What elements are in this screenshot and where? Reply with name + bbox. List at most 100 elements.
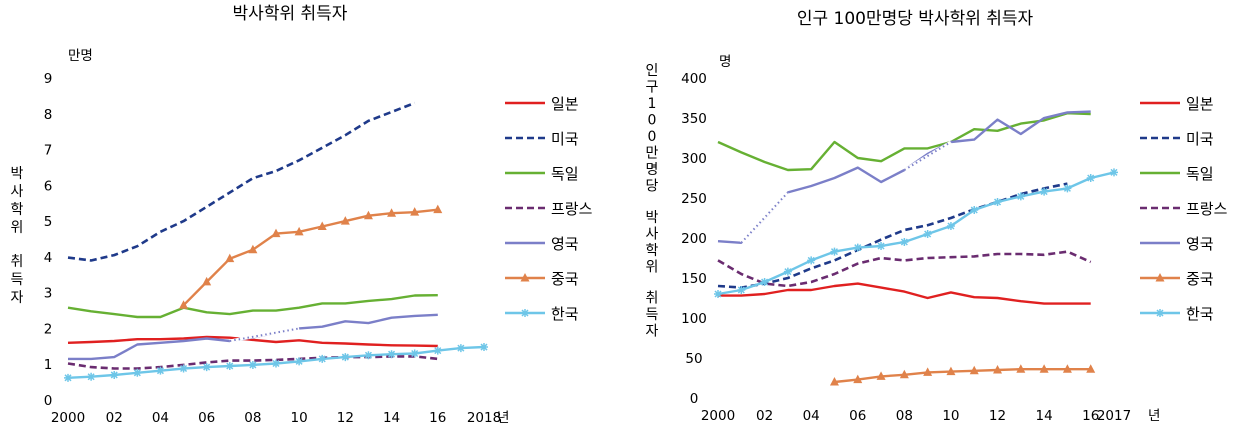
series-line-독일 bbox=[717, 112, 1091, 172]
y-tick-label: 5 bbox=[44, 214, 53, 230]
data-point-한국 bbox=[480, 343, 488, 352]
y-tick-label: 50 bbox=[685, 351, 702, 367]
x-axis-label-left: 년 bbox=[497, 410, 509, 426]
y-axis-label-char: 박 bbox=[11, 166, 24, 182]
unit-label-left: 만명 bbox=[68, 48, 93, 64]
y-tick-label: 0 bbox=[44, 393, 53, 409]
x-tick-label: 14 bbox=[383, 410, 400, 426]
x-tick-label: 08 bbox=[896, 408, 913, 424]
data-point-중국 bbox=[853, 374, 863, 384]
legend-label-프랑스: 프랑스 bbox=[551, 200, 593, 218]
series-line-일본 bbox=[718, 282, 1091, 305]
data-point-중국 bbox=[946, 366, 956, 376]
data-point-한국 bbox=[737, 286, 746, 294]
y-tick-label: 350 bbox=[681, 111, 707, 127]
data-point-한국 bbox=[179, 364, 188, 373]
data-point-한국 bbox=[410, 349, 419, 358]
legend-label-중국: 중국 bbox=[551, 270, 579, 288]
data-point-한국 bbox=[64, 373, 72, 382]
y-axis-label-char: 1 bbox=[648, 96, 657, 112]
y-tick-label: 400 bbox=[681, 71, 707, 87]
data-point-중국 bbox=[433, 204, 443, 214]
data-point-한국 bbox=[295, 357, 304, 366]
legend-label-한국: 한국 bbox=[551, 305, 579, 323]
x-tick-label: 02 bbox=[106, 410, 123, 426]
data-point-중국 bbox=[387, 208, 397, 217]
data-point-한국 bbox=[877, 242, 886, 250]
data-point-한국 bbox=[433, 346, 442, 355]
data-point-한국 bbox=[970, 206, 979, 214]
data-point-중국 bbox=[1086, 364, 1096, 373]
x-tick-label: 2018 bbox=[467, 410, 501, 426]
y-axis-label-char: 취 bbox=[11, 254, 24, 270]
legend-marker-중국 bbox=[520, 273, 530, 282]
x-tick-label: 2017 bbox=[1097, 408, 1131, 424]
data-point-중국 bbox=[294, 226, 304, 236]
x-tick-label: 14 bbox=[1036, 408, 1053, 424]
series-line-프랑스 bbox=[717, 250, 1092, 288]
x-tick-label: 12 bbox=[989, 408, 1006, 424]
data-point-중국 bbox=[876, 371, 886, 380]
y-axis-label-char: 위 bbox=[11, 220, 24, 236]
y-tick-label: 200 bbox=[681, 231, 707, 247]
data-point-한국 bbox=[760, 278, 769, 286]
data-point-중국 bbox=[899, 369, 909, 379]
x-tick-label: 02 bbox=[756, 408, 773, 424]
data-point-한국 bbox=[225, 362, 234, 371]
legend-label-미국: 미국 bbox=[551, 130, 579, 148]
dotted-connector-영국 bbox=[903, 141, 952, 171]
y-axis-label-char: 0 bbox=[648, 113, 657, 129]
legend-label-독일: 독일 bbox=[1186, 165, 1214, 183]
data-point-중국 bbox=[363, 210, 373, 220]
y-tick-label: 100 bbox=[681, 311, 707, 327]
y-axis-label-char: 자 bbox=[11, 290, 24, 306]
y-tick-label: 3 bbox=[44, 286, 53, 302]
y-axis-label-char: 0 bbox=[648, 129, 657, 145]
y-tick-label: 9 bbox=[44, 71, 53, 87]
x-tick-label: 12 bbox=[337, 410, 354, 426]
series-line-미국 bbox=[717, 182, 1068, 289]
y-tick-label: 150 bbox=[681, 271, 707, 287]
data-point-중국 bbox=[317, 221, 327, 230]
x-tick-label: 10 bbox=[291, 410, 308, 426]
legend-label-일본: 일본 bbox=[551, 95, 579, 113]
data-point-한국 bbox=[1040, 187, 1049, 196]
y-axis-label-char: 취 bbox=[646, 291, 659, 307]
series-line-중국 bbox=[834, 368, 1091, 384]
data-point-한국 bbox=[202, 363, 211, 372]
legend-label-독일: 독일 bbox=[551, 165, 579, 183]
x-tick-label: 06 bbox=[198, 410, 215, 426]
data-point-한국 bbox=[923, 230, 932, 238]
legend-label-일본: 일본 bbox=[1186, 95, 1214, 113]
y-tick-label: 7 bbox=[44, 143, 53, 159]
data-point-한국 bbox=[133, 368, 142, 377]
data-point-한국 bbox=[714, 290, 722, 298]
x-tick-label: 2000 bbox=[51, 410, 85, 426]
data-point-중국 bbox=[271, 228, 281, 238]
data-point-한국 bbox=[783, 267, 792, 276]
y-axis-label-char: 자 bbox=[646, 324, 659, 340]
data-point-중국 bbox=[202, 276, 212, 286]
data-point-한국 bbox=[110, 370, 119, 379]
legend-label-중국: 중국 bbox=[1186, 270, 1214, 288]
y-tick-label: 250 bbox=[681, 191, 707, 207]
data-point-한국 bbox=[87, 372, 96, 381]
data-point-중국 bbox=[969, 365, 979, 375]
y-axis-label-char: 사 bbox=[11, 184, 24, 200]
data-point-중국 bbox=[1039, 364, 1049, 373]
gap-mask bbox=[740, 191, 789, 244]
data-point-한국 bbox=[272, 359, 280, 368]
dotted-connector-영국 bbox=[229, 327, 300, 342]
y-axis-label-char: 학 bbox=[646, 243, 659, 259]
data-point-한국 bbox=[900, 238, 909, 246]
y-tick-label: 2 bbox=[44, 321, 53, 337]
data-point-한국 bbox=[993, 198, 1002, 206]
data-point-중국 bbox=[248, 244, 258, 254]
data-point-한국 bbox=[318, 354, 327, 363]
y-axis-label-char: 구 bbox=[646, 80, 659, 96]
data-point-한국 bbox=[456, 344, 465, 353]
data-point-중국 bbox=[225, 253, 235, 263]
data-point-한국 bbox=[1016, 192, 1025, 201]
